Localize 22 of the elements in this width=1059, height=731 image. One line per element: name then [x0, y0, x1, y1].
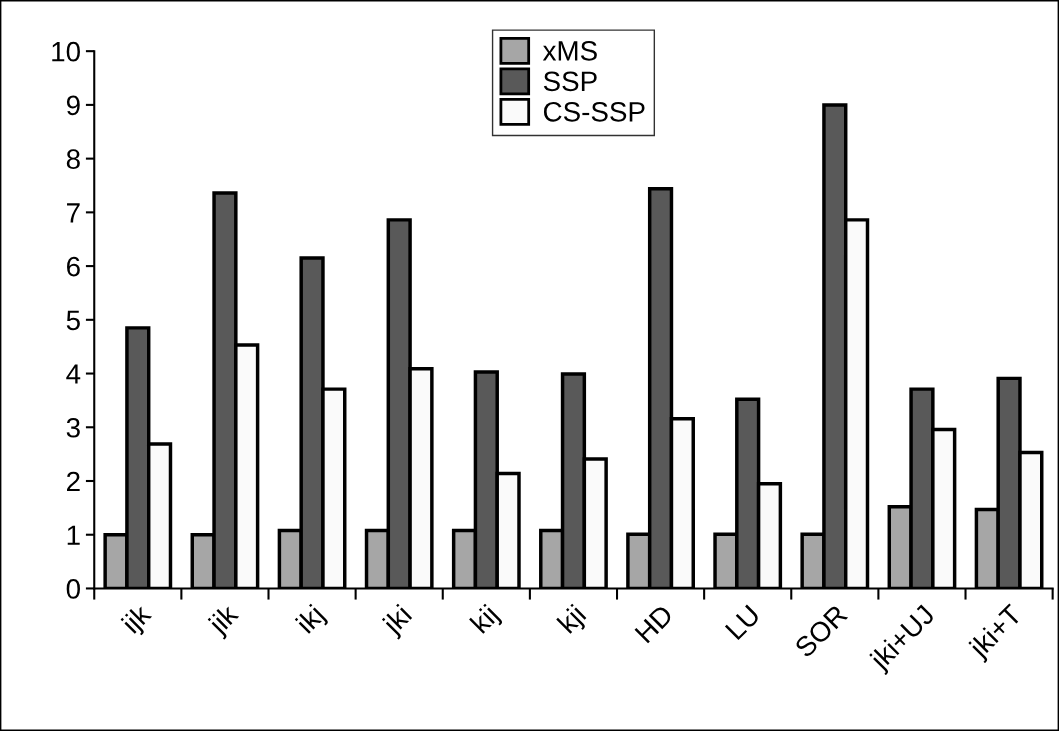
x-tick-label: kji — [556, 603, 591, 638]
x-tick-label: jki — [380, 603, 417, 640]
y-tick-label: 4 — [66, 364, 81, 384]
x-tick-label: kij — [469, 603, 504, 638]
y-tick-label: 2 — [67, 471, 80, 492]
y-tick-label: 3 — [66, 417, 80, 438]
y-tick-label: 8 — [66, 149, 80, 169]
legend-label: SSP — [543, 71, 597, 92]
y-tick-label: 5 — [66, 310, 80, 331]
x-tick-label: LU — [724, 604, 761, 641]
y-tick-label: 0 — [66, 579, 80, 599]
y-tick-label: 7 — [67, 203, 80, 223]
x-tick-label: ijk — [120, 602, 157, 638]
x-tick-label: jik — [205, 602, 244, 640]
legend-label: xMS — [542, 41, 597, 61]
x-tick-label: HD — [634, 604, 674, 644]
y-tick-label: 1 — [67, 525, 80, 545]
y-tick-label: 9 — [66, 95, 80, 116]
y-tick-label: 10 — [52, 41, 80, 62]
legend-label: CS-SSP — [543, 101, 645, 122]
x-tick-label: ikj — [294, 603, 330, 638]
y-tick-label: 6 — [67, 256, 80, 277]
